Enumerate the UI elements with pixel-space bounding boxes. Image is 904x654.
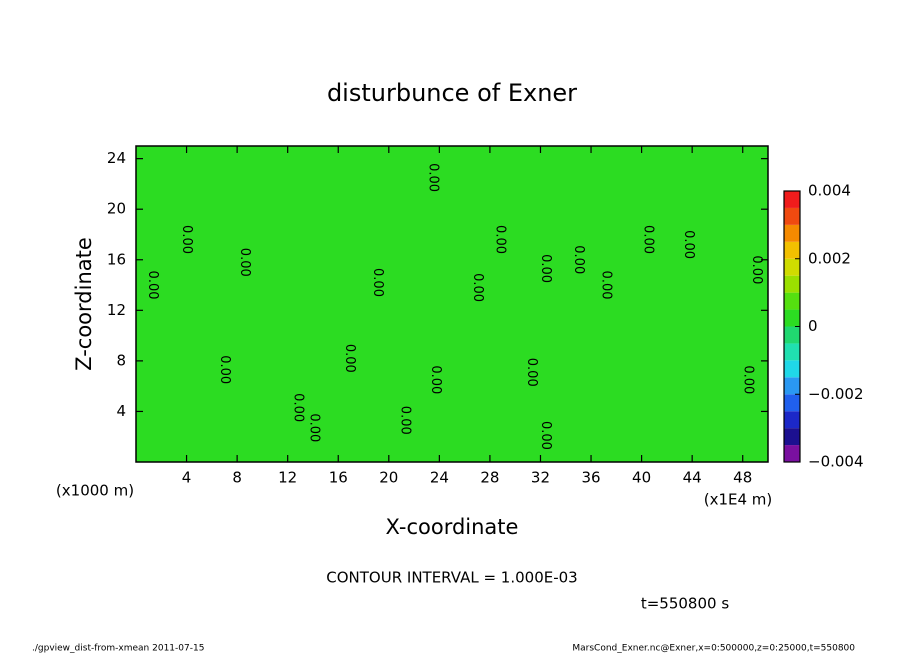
colorbar-band xyxy=(784,428,800,446)
colorbar-band xyxy=(784,258,800,276)
colorbar-band xyxy=(784,292,800,310)
contour-interval: CONTOUR INTERVAL = 1.000E-03 xyxy=(326,569,577,587)
x-tick-label: 12 xyxy=(278,469,297,487)
x-tick-label: 44 xyxy=(683,469,702,487)
colorbar-band xyxy=(784,360,800,378)
colorbar-band xyxy=(784,394,800,412)
colorbar-tick-label: 0.004 xyxy=(808,182,851,200)
contour-label: 0.00 xyxy=(290,393,305,422)
y-tick-label: 4 xyxy=(116,402,126,420)
contour-label: 0.00 xyxy=(599,271,614,300)
contour-label: 0.00 xyxy=(640,225,655,254)
x-tick-label: 28 xyxy=(480,469,499,487)
x-tick-label: 16 xyxy=(329,469,348,487)
x-axis-label: X-coordinate xyxy=(386,515,519,539)
x-tick-label: 20 xyxy=(379,469,398,487)
contour-label: 0.00 xyxy=(145,271,160,300)
contour-label: 0.00 xyxy=(237,248,252,277)
x-tick-label: 36 xyxy=(581,469,600,487)
time-label: t=550800 s xyxy=(641,595,729,613)
contour-label: 0.00 xyxy=(426,163,441,192)
footer-right: MarsCond_Exner.nc@Exner,x=0:500000,z=0:2… xyxy=(572,644,855,654)
y-tick-label: 20 xyxy=(107,200,126,218)
colorbar-tick-label: 0.002 xyxy=(808,249,851,267)
x-tick-label: 48 xyxy=(733,469,752,487)
x-tick-label: 40 xyxy=(632,469,651,487)
colorbar-band xyxy=(784,241,800,259)
colorbar-band xyxy=(784,445,800,462)
colorbar-band xyxy=(784,224,800,242)
x-tick-label: 24 xyxy=(430,469,449,487)
colorbar-band xyxy=(784,191,800,208)
contour-label: 0.00 xyxy=(342,344,357,373)
colorbar-tick-label: −0.002 xyxy=(808,385,864,403)
chart-title: disturbunce of Exner xyxy=(327,79,577,107)
y-tick-label: 16 xyxy=(107,250,126,268)
x-unit: (x1E4 m) xyxy=(704,491,773,509)
plot-frame xyxy=(135,145,769,463)
x-tick-label: 32 xyxy=(531,469,550,487)
contour-label: 0.00 xyxy=(307,413,322,442)
y-axis-label: Z-coordinate xyxy=(72,237,96,371)
colorbar-band xyxy=(784,377,800,395)
contour-label: 0.00 xyxy=(428,365,443,394)
y-tick-label: 8 xyxy=(116,351,126,369)
contour-label: 0.00 xyxy=(217,355,232,384)
contour-label: 0.00 xyxy=(538,254,553,283)
contour-label: 0.00 xyxy=(470,273,485,302)
contour-label: 0.00 xyxy=(538,421,553,450)
colorbar-band xyxy=(784,207,800,225)
y-unit: (x1000 m) xyxy=(56,482,134,500)
contour-label: 0.00 xyxy=(740,365,755,394)
footer-left: ./gpview_dist-from-xmean 2011-07-15 xyxy=(32,644,204,654)
colorbar-band xyxy=(784,343,800,361)
contour-label: 0.00 xyxy=(179,225,194,254)
contour-label: 0.00 xyxy=(749,255,764,284)
colorbar-tick-label: 0 xyxy=(808,317,818,335)
colorbar-band xyxy=(784,275,800,293)
y-tick-label: 24 xyxy=(107,149,126,167)
x-tick-label: 4 xyxy=(182,469,192,487)
x-tick-label: 8 xyxy=(232,469,242,487)
y-tick-label: 12 xyxy=(107,301,126,319)
colorbar-band xyxy=(784,411,800,429)
contour-label: 0.00 xyxy=(370,268,385,297)
contour-label: 0.00 xyxy=(571,245,586,274)
colorbar-tick-label: −0.004 xyxy=(808,453,864,471)
contour-label: 0.00 xyxy=(681,230,696,259)
field xyxy=(136,146,768,462)
contour-label: 0.00 xyxy=(398,406,413,435)
contour-label: 0.00 xyxy=(493,225,508,254)
contour-label: 0.00 xyxy=(524,358,539,387)
colorbar-band xyxy=(784,309,800,327)
colorbar-band xyxy=(784,326,800,344)
